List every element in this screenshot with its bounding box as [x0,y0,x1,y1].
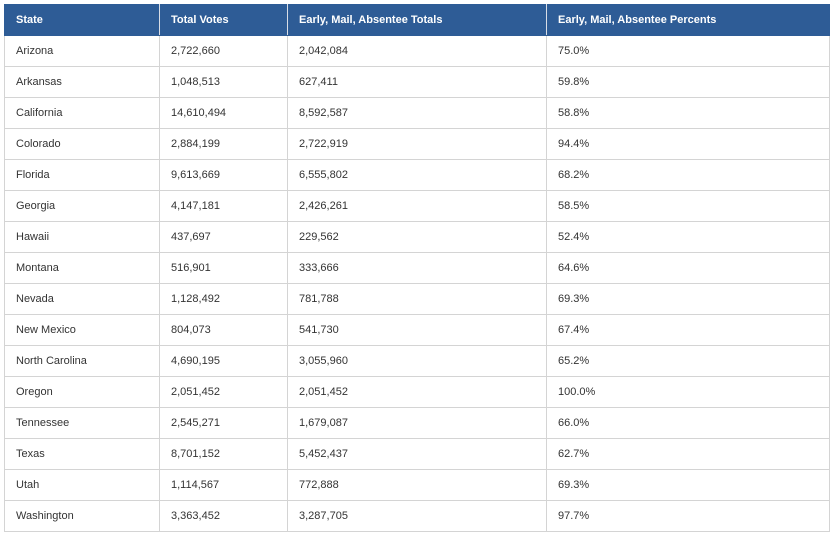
cell-total-votes: 1,128,492 [159,283,288,315]
cell-total-votes: 1,114,567 [159,469,288,501]
cell-state: Washington [4,500,160,532]
cell-ema-total: 3,287,705 [287,500,547,532]
data-table-container: State Total Votes Early, Mail, Absentee … [4,4,830,532]
cell-state: California [4,97,160,129]
cell-total-votes: 4,690,195 [159,345,288,377]
table-row: Georgia 4,147,181 2,426,261 58.5% [4,190,830,222]
cell-total-votes: 516,901 [159,252,288,284]
cell-ema-total: 3,055,960 [287,345,547,377]
cell-ema-total: 2,722,919 [287,128,547,160]
cell-ema-total: 5,452,437 [287,438,547,470]
cell-ema-percent: 75.0% [546,35,830,67]
cell-total-votes: 3,363,452 [159,500,288,532]
cell-total-votes: 9,613,669 [159,159,288,191]
cell-state: Arkansas [4,66,160,98]
column-header-total-votes: Total Votes [159,4,288,36]
cell-ema-percent: 94.4% [546,128,830,160]
early-voting-table: State Total Votes Early, Mail, Absentee … [4,4,830,532]
cell-state: Montana [4,252,160,284]
column-header-ema-percents: Early, Mail, Absentee Percents [546,4,830,36]
cell-state: Nevada [4,283,160,315]
cell-ema-total: 2,426,261 [287,190,547,222]
cell-total-votes: 8,701,152 [159,438,288,470]
cell-ema-total: 6,555,802 [287,159,547,191]
cell-total-votes: 2,051,452 [159,376,288,408]
table-row: Hawaii 437,697 229,562 52.4% [4,221,830,253]
cell-state: Utah [4,469,160,501]
cell-ema-total: 627,411 [287,66,547,98]
cell-total-votes: 1,048,513 [159,66,288,98]
cell-ema-total: 229,562 [287,221,547,253]
cell-ema-percent: 97.7% [546,500,830,532]
table-row: Montana 516,901 333,666 64.6% [4,252,830,284]
cell-state: Georgia [4,190,160,222]
cell-ema-percent: 69.3% [546,469,830,501]
cell-ema-total: 772,888 [287,469,547,501]
cell-ema-percent: 65.2% [546,345,830,377]
table-header: State Total Votes Early, Mail, Absentee … [4,4,830,36]
table-row: Arkansas 1,048,513 627,411 59.8% [4,66,830,98]
cell-total-votes: 2,722,660 [159,35,288,67]
table-row: North Carolina 4,690,195 3,055,960 65.2% [4,345,830,377]
cell-ema-percent: 58.8% [546,97,830,129]
cell-state: New Mexico [4,314,160,346]
cell-ema-percent: 67.4% [546,314,830,346]
cell-ema-total: 2,042,084 [287,35,547,67]
cell-ema-total: 541,730 [287,314,547,346]
cell-total-votes: 2,545,271 [159,407,288,439]
cell-ema-percent: 52.4% [546,221,830,253]
cell-state: Arizona [4,35,160,67]
cell-total-votes: 14,610,494 [159,97,288,129]
table-row: Colorado 2,884,199 2,722,919 94.4% [4,128,830,160]
table-row: New Mexico 804,073 541,730 67.4% [4,314,830,346]
cell-ema-total: 1,679,087 [287,407,547,439]
cell-total-votes: 2,884,199 [159,128,288,160]
table-row: Florida 9,613,669 6,555,802 68.2% [4,159,830,191]
cell-state: Florida [4,159,160,191]
cell-ema-percent: 66.0% [546,407,830,439]
cell-state: Colorado [4,128,160,160]
cell-ema-percent: 58.5% [546,190,830,222]
table-row: California 14,610,494 8,592,587 58.8% [4,97,830,129]
cell-state: Tennessee [4,407,160,439]
column-header-ema-totals: Early, Mail, Absentee Totals [287,4,547,36]
cell-ema-percent: 64.6% [546,252,830,284]
cell-ema-percent: 62.7% [546,438,830,470]
cell-state: North Carolina [4,345,160,377]
cell-ema-percent: 100.0% [546,376,830,408]
cell-total-votes: 4,147,181 [159,190,288,222]
cell-ema-total: 781,788 [287,283,547,315]
table-row: Arizona 2,722,660 2,042,084 75.0% [4,35,830,67]
table-row: Tennessee 2,545,271 1,679,087 66.0% [4,407,830,439]
cell-state: Oregon [4,376,160,408]
header-row: State Total Votes Early, Mail, Absentee … [4,4,830,36]
table-row: Texas 8,701,152 5,452,437 62.7% [4,438,830,470]
cell-ema-total: 333,666 [287,252,547,284]
cell-ema-percent: 68.2% [546,159,830,191]
table-row: Nevada 1,128,492 781,788 69.3% [4,283,830,315]
column-header-state: State [4,4,160,36]
table-row: Utah 1,114,567 772,888 69.3% [4,469,830,501]
cell-ema-percent: 59.8% [546,66,830,98]
cell-ema-total: 8,592,587 [287,97,547,129]
cell-state: Texas [4,438,160,470]
cell-ema-percent: 69.3% [546,283,830,315]
cell-total-votes: 437,697 [159,221,288,253]
cell-total-votes: 804,073 [159,314,288,346]
cell-ema-total: 2,051,452 [287,376,547,408]
table-row: Oregon 2,051,452 2,051,452 100.0% [4,376,830,408]
table-row: Washington 3,363,452 3,287,705 97.7% [4,500,830,532]
cell-state: Hawaii [4,221,160,253]
table-body: Arizona 2,722,660 2,042,084 75.0% Arkansas 1,… [4,35,830,532]
